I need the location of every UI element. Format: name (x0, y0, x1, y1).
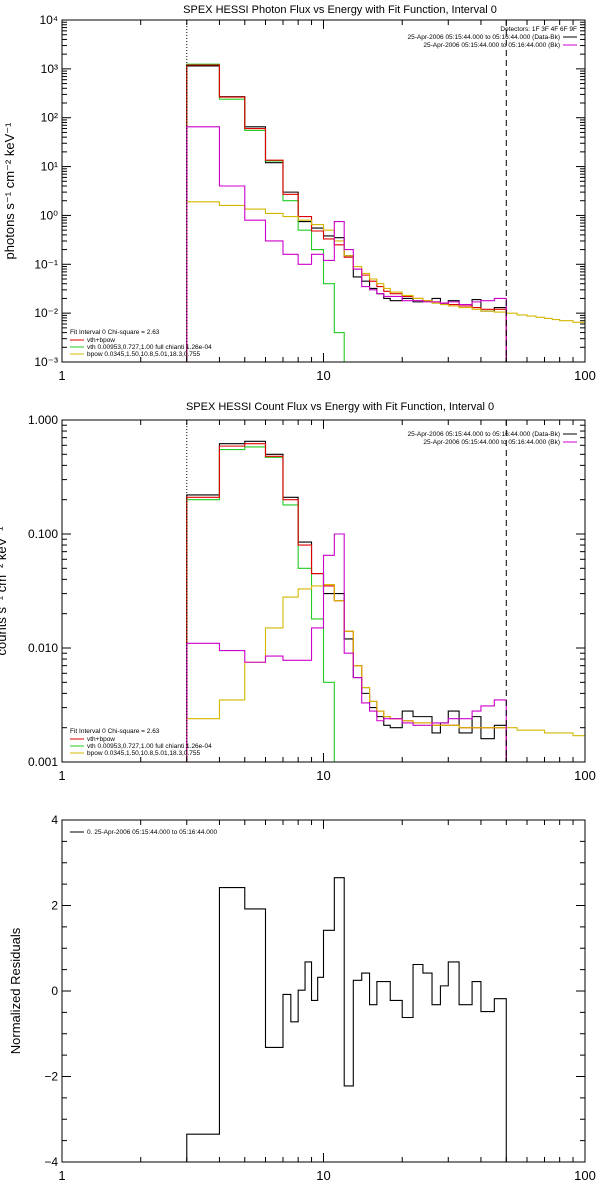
count-fit-header: Fit Interval 0 Chi-square = 2.63 (70, 728, 160, 735)
photon-axes: 1 10 100 10⁻³ 10⁻² 10⁻¹ 10⁰ 10¹ 10² 10³ 10⁴ (34, 13, 596, 383)
count-vlines (186, 420, 507, 762)
photon-ytick-label: 10⁻¹ (34, 257, 58, 271)
residuals-legend-entry: 0. 25-Apr-2006 05:15:44.000 to 05:16:44.… (87, 829, 217, 836)
residuals-ytick-label: 2 (51, 899, 58, 913)
count-legend-entry-vth: vth 0.00953,0.727,1.00 full chianti 1.26… (87, 743, 212, 750)
photon-series-background (186, 126, 507, 362)
count-series-vth-plus-bpow (186, 443, 507, 762)
residuals-xtick-label: 1 (58, 1168, 65, 1183)
count-axes: 1 10 100 0.001 0.010 0.100 1.000 (28, 413, 596, 783)
photon-legend-entry-sum: vth+bpow (87, 337, 115, 344)
photon-vlines (186, 20, 507, 362)
photon-y-axis-label: photons s⁻¹ cm⁻² keV⁻¹ (2, 122, 17, 260)
photon-flux-panel: SPEX HESSI Photon Flux vs Energy with Fi… (2, 4, 596, 383)
photon-series-bpow (186, 201, 585, 362)
count-series-group (186, 440, 585, 762)
residuals-ytick-label: 4 (51, 813, 58, 827)
residuals-series-residuals (186, 877, 507, 1162)
photon-series-vth-plus-bpow (186, 64, 507, 362)
photon-ytick-label: 10² (41, 111, 58, 125)
count-xtick-label: 10 (316, 768, 330, 783)
photon-ytick-label: 10⁻² (34, 306, 58, 320)
count-y-axis-label: counts s⁻¹ cm⁻² keV⁻¹ (0, 526, 9, 656)
count-legend-entry-data: 25-Apr-2006 05:15:44.000 to 05:16:44.000… (408, 431, 561, 438)
residuals-xtick-label: 100 (574, 1168, 596, 1183)
photon-ytick-label: 10³ (41, 62, 58, 76)
count-flux-panel: SPEX HESSI Count Flux vs Energy with Fit… (0, 401, 596, 783)
count-legend-bottom: Fit Interval 0 Chi-square = 2.63 vth+bpo… (70, 728, 212, 757)
photon-fit-header: Fit Interval 0 Chi-square = 2.63 (70, 329, 160, 336)
count-ytick-label: 0.001 (28, 755, 58, 769)
count-chart-title: SPEX HESSI Count Flux vs Energy with Fit… (186, 401, 494, 413)
residuals-ytick-label: −2 (44, 1070, 58, 1084)
photon-legend-entry-vth: vth 0.00953,0.727,1.00 full chianti 1.26… (87, 344, 212, 351)
photon-legend-entry-data: 25-Apr-2006 05:15:44.000 to 05:16:44.000… (408, 34, 561, 41)
count-ytick-label: 1.000 (28, 413, 58, 427)
residuals-axes: 1 10 100 −4 −2 0 2 4 (44, 813, 596, 1183)
count-legend-entry-bpow: bpow 0.0345,1.50,10.8,5.01,18.3,0.755 (87, 750, 201, 757)
photon-legend-entry-bpow: bpow 0.0345,1.50,10.8,5.01,18.3,0.755 (87, 351, 201, 358)
residuals-series-group (186, 877, 507, 1162)
count-series-data (186, 440, 507, 762)
photon-legend-bottom: Fit Interval 0 Chi-square = 2.63 vth+bpo… (70, 329, 212, 358)
photon-legend-header: Detectors: 1F 3F 4F 6F 9F (500, 26, 577, 33)
count-legend-top: 25-Apr-2006 05:15:44.000 to 05:16:44.000… (408, 431, 577, 446)
residuals-panel: 1 10 100 −4 −2 0 2 4 Normalized Residuals 0. 25… (8, 813, 596, 1183)
residuals-legend: 0. 25-Apr-2006 05:15:44.000 to 05:16:44.… (70, 829, 217, 836)
count-legend-entry-bk: 25-Apr-2006 05:15:44.000 to 05:16:44.000… (423, 439, 560, 446)
photon-ytick-label: 10⁻³ (34, 355, 58, 369)
photon-ytick-label: 10¹ (41, 160, 58, 174)
count-ytick-label: 0.100 (28, 527, 58, 541)
photon-legend-top: Detectors: 1F 3F 4F 6F 9F 25-Apr-2006 05… (408, 26, 578, 49)
count-series-bpow (186, 584, 585, 762)
residuals-xtick-label: 10 (316, 1168, 330, 1183)
photon-series-group (186, 63, 585, 362)
photon-legend-entry-bk: 25-Apr-2006 05:15:44.000 to 05:16:44.000… (423, 42, 560, 49)
count-xtick-label: 1 (58, 768, 65, 783)
photon-xtick-label: 10 (316, 368, 330, 383)
count-ytick-label: 0.010 (28, 641, 58, 655)
residuals-y-axis-label: Normalized Residuals (8, 927, 23, 1054)
count-xtick-label: 100 (574, 768, 596, 783)
count-series-vth (186, 446, 335, 762)
residuals-ytick-label: −4 (44, 1155, 58, 1169)
count-series-background (186, 533, 507, 762)
residuals-ytick-label: 0 (51, 984, 58, 998)
photon-series-vth (186, 63, 345, 362)
photon-ytick-label: 10⁴ (39, 13, 58, 27)
photon-xtick-label: 100 (574, 368, 596, 383)
count-legend-entry-sum: vth+bpow (87, 736, 115, 743)
photon-ytick-label: 10⁰ (40, 208, 58, 222)
photon-chart-title: SPEX HESSI Photon Flux vs Energy with Fi… (183, 4, 497, 16)
photon-series-data (186, 65, 507, 362)
photon-xtick-label: 1 (58, 368, 65, 383)
